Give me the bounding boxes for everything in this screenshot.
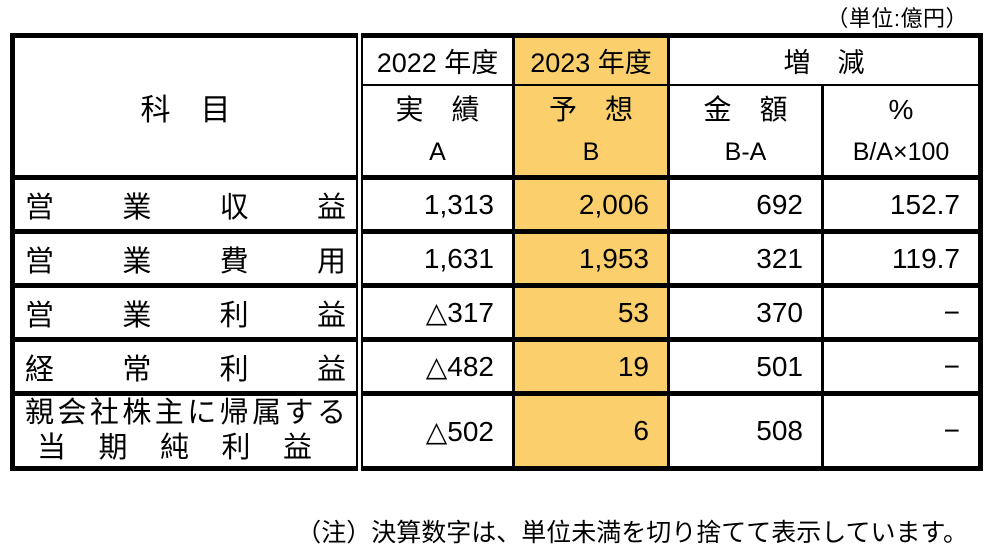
row-change: 370 xyxy=(667,283,823,340)
row-actual: 1,313 xyxy=(359,175,514,232)
unit-note: （単位:億円） xyxy=(826,6,968,31)
row-actual: △482 xyxy=(359,337,514,394)
financial-results-table: 科 目 2022 年度 2023 年度 増 減 実 績 A 予 想 B 金 額 … xyxy=(10,33,983,471)
header-fy2022-code: A xyxy=(429,138,446,167)
header-fy2023: 2023 年度 xyxy=(512,35,669,86)
header-fy2023-sub-cell: 予 想 B xyxy=(512,84,669,178)
header-row-years: 科 目 2022 年度 2023 年度 増 減 xyxy=(12,35,981,178)
row-label-cell: 経常利益 xyxy=(12,337,363,394)
header-change-percent-code: B/A×100 xyxy=(852,138,950,167)
footer-note: （注）決算数字は、単位未満を切り捨てて表示しています。 xyxy=(296,519,968,547)
header-change-amount-kind: 金 額 xyxy=(703,94,788,126)
row-change: 501 xyxy=(667,337,823,394)
table-row-net-income: 親会社株主に帰属する 当期純利益 △502 6 508 − xyxy=(12,391,981,469)
row-forecast: 53 xyxy=(512,283,669,340)
row-percent: − xyxy=(821,391,981,469)
row-forecast: 2,006 xyxy=(512,175,669,232)
header-fy2023-kind: 予 想 xyxy=(548,94,633,126)
row-label: 営業利益 xyxy=(25,299,346,332)
row-label-cell: 親会社株主に帰属する 当期純利益 xyxy=(12,391,363,469)
row-change: 321 xyxy=(667,229,823,286)
table-row-operating-expenses: 営業費用 1,631 1,953 321 119.7 xyxy=(12,229,981,286)
row-label: 経常利益 xyxy=(25,353,346,386)
header-item-label: 科 目 xyxy=(12,35,363,178)
row-change: 692 xyxy=(667,175,823,232)
row-percent: 119.7 xyxy=(821,229,981,286)
row-label-cell: 営業費用 xyxy=(12,229,363,286)
row-label-cell: 営業収益 xyxy=(12,175,363,232)
row-label: 営業費用 xyxy=(25,245,346,278)
table-row-operating-revenue: 営業収益 1,313 2,006 692 152.7 xyxy=(12,175,981,232)
table-row-ordinary-income: 経常利益 △482 19 501 − xyxy=(12,337,981,394)
row-forecast: 19 xyxy=(512,337,669,394)
row-change: 508 xyxy=(667,391,823,469)
header-change-percent-cell: % B/A×100 xyxy=(821,84,981,178)
header-fy2022-sub-cell: 実 績 A xyxy=(360,85,514,178)
row-label-line1: 親会社株主に帰属する xyxy=(25,397,346,429)
header-fy2022: 2022 年度 xyxy=(359,35,514,86)
header-fy2023-code: B xyxy=(582,138,600,167)
row-actual: 1,631 xyxy=(359,229,514,286)
header-change-percent-kind: % xyxy=(888,94,914,126)
header-change: 増 減 xyxy=(667,35,981,86)
row-actual: △502 xyxy=(359,391,514,469)
row-forecast: 6 xyxy=(512,391,669,469)
row-percent: 152.7 xyxy=(821,175,981,232)
table-row-operating-income: 営業利益 △317 53 370 − xyxy=(12,283,981,340)
row-label-line2: 当期純利益 xyxy=(37,432,312,464)
row-forecast: 1,953 xyxy=(512,229,669,286)
header-change-amount-cell: 金 額 B-A xyxy=(667,84,823,178)
row-percent: − xyxy=(821,337,981,394)
header-change-amount-code: B-A xyxy=(724,138,767,167)
row-label-cell: 営業利益 xyxy=(12,283,363,340)
row-actual: △317 xyxy=(359,283,514,340)
row-label: 営業収益 xyxy=(25,191,346,224)
row-percent: − xyxy=(821,283,981,340)
header-row-subtitles: 実 績 A 予 想 B 金 額 B-A % B/A×100 xyxy=(13,84,981,178)
header-fy2022-kind: 実 績 xyxy=(395,94,480,126)
